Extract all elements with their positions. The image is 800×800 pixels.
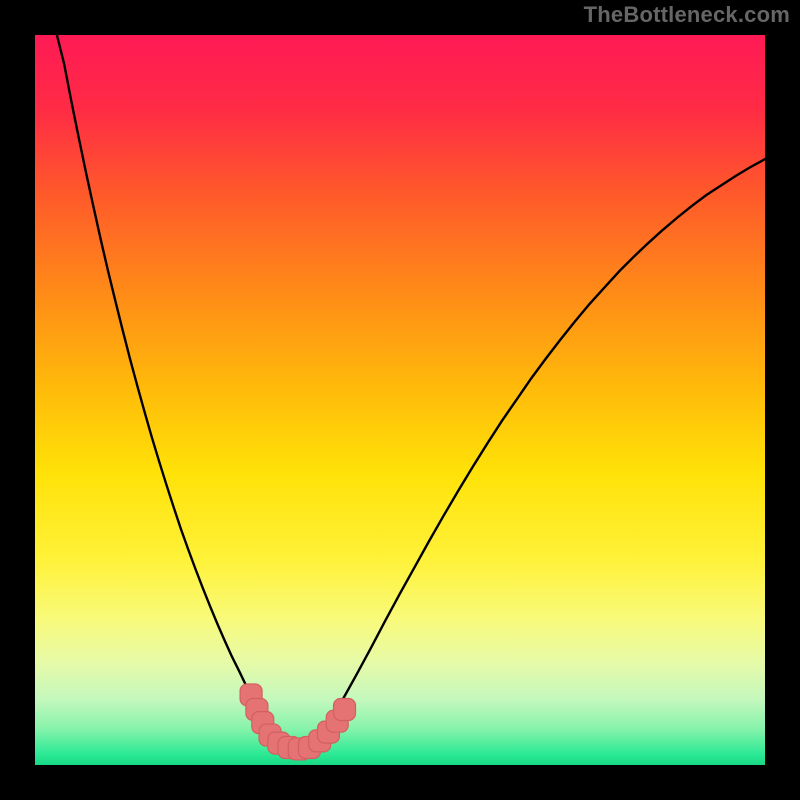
watermark-text: TheBottleneck.com [584, 2, 790, 28]
marker-point [334, 699, 356, 721]
chart-stage: TheBottleneck.com [0, 0, 800, 800]
bottleneck-chart [0, 0, 800, 800]
plot-background [35, 35, 765, 765]
